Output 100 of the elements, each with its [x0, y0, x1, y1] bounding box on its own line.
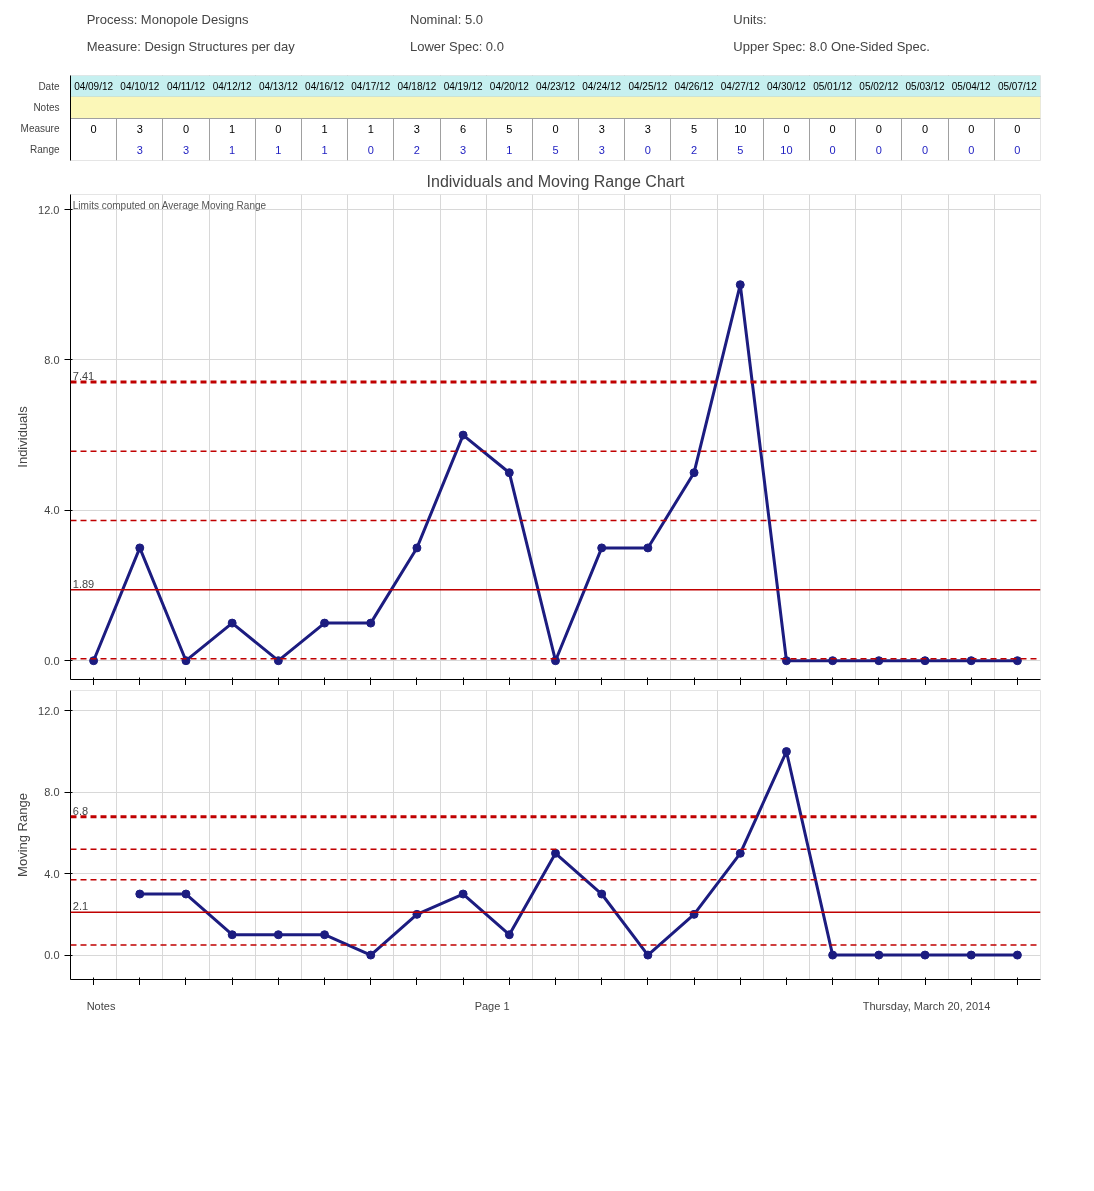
data-label: 0	[552, 122, 559, 135]
point	[135, 889, 145, 899]
y-tick-label: 12.0	[38, 203, 60, 216]
point	[920, 950, 930, 960]
category-label: 04/16/12	[305, 80, 345, 92]
data-label: 1	[229, 122, 236, 135]
data-label: 0	[783, 122, 790, 135]
text: Notes	[86, 999, 116, 1012]
y-tick-label: 12.0	[38, 704, 60, 717]
text: Nominal: 5.0	[410, 11, 483, 27]
point	[597, 889, 607, 899]
data-label: 5	[552, 143, 559, 156]
data-label: 1	[321, 143, 328, 156]
point	[458, 889, 468, 899]
text: Page 1	[474, 999, 510, 1012]
data-label: 3	[136, 143, 143, 156]
y-axis-title: Individuals	[15, 405, 31, 468]
data-label: 1	[367, 122, 374, 135]
text: Date	[38, 80, 60, 92]
annotation: Limits computed on Average Moving Range	[72, 199, 267, 211]
point	[412, 543, 422, 553]
data-label: 0	[829, 143, 836, 156]
point	[181, 889, 191, 899]
ref-line-label: 7.41	[72, 370, 95, 383]
text: Range	[30, 144, 60, 156]
category-label: 04/23/12	[536, 80, 575, 92]
data-label: 0	[921, 122, 929, 135]
data-label: 0	[921, 143, 929, 156]
data-label: 0	[875, 143, 882, 156]
data-label: 3	[136, 122, 143, 135]
category-label: 05/04/12	[951, 80, 991, 92]
category-label: 04/30/12	[766, 80, 806, 92]
point	[735, 848, 745, 858]
y-tick-label: 8.0	[44, 786, 60, 799]
text: Measure	[20, 123, 60, 135]
category-label: 04/10/12	[120, 80, 160, 92]
point	[643, 950, 653, 960]
data-label: 1	[506, 143, 513, 156]
category-label: 04/20/12	[489, 80, 529, 92]
point	[874, 950, 884, 960]
data-label: 3	[182, 143, 190, 156]
point	[366, 618, 376, 628]
y-tick-label: 4.0	[44, 504, 60, 517]
category-label: 04/13/12	[258, 80, 298, 92]
y-tick-label: 8.0	[44, 353, 60, 366]
text: Process: Monopole Designs	[86, 11, 250, 27]
data-label: 0	[968, 122, 975, 135]
data-label: 0	[829, 122, 836, 135]
category-label: 04/25/12	[628, 80, 668, 92]
point	[1012, 950, 1022, 960]
category-label: 04/24/12	[582, 80, 622, 92]
point	[689, 468, 699, 478]
data-label: 0	[275, 122, 282, 135]
category-label: 04/26/12	[674, 80, 714, 92]
category-label: 04/18/12	[397, 80, 437, 92]
category-label: 04/19/12	[443, 80, 483, 92]
data-label: 10	[734, 122, 747, 135]
data-label: 6	[460, 122, 467, 135]
text: Thursday, March 20, 2014	[862, 999, 991, 1012]
point	[504, 930, 514, 940]
data-label: 0	[182, 122, 190, 135]
category-label: 04/27/12	[720, 80, 760, 92]
text: Upper Spec: 8.0 One-Sided Spec.	[733, 38, 930, 54]
text: Notes	[33, 101, 60, 113]
data-label: 0	[644, 143, 651, 156]
data-label: 3	[598, 143, 605, 156]
point	[366, 950, 376, 960]
y-tick-label: 4.0	[44, 867, 60, 880]
text: Units:	[733, 11, 767, 27]
data-label: 2	[691, 143, 698, 156]
category-label: 04/11/12	[166, 80, 206, 92]
category-label: 05/01/12	[813, 80, 853, 92]
y-axis-title: Moving Range	[15, 793, 31, 877]
point	[828, 950, 838, 960]
point	[458, 430, 468, 440]
ref-line-label: 1.89	[72, 577, 95, 590]
data-label: 1	[321, 122, 328, 135]
point	[320, 618, 330, 628]
data-label: 1	[229, 143, 236, 156]
category-label: 04/09/12	[74, 80, 114, 92]
point	[597, 543, 607, 553]
data-label: 10	[780, 143, 793, 156]
y-tick-label: 0.0	[44, 654, 60, 667]
data-label: 3	[413, 122, 420, 135]
data-label: 0	[90, 122, 97, 135]
data-label: 1	[275, 143, 282, 156]
category-label: 04/12/12	[212, 80, 252, 92]
data-label: 0	[1014, 143, 1021, 156]
category-label: 05/03/12	[905, 80, 945, 92]
point	[320, 930, 330, 940]
point	[735, 280, 745, 290]
data-label: 3	[598, 122, 605, 135]
category-label: 04/17/12	[351, 80, 391, 92]
data-label: 5	[737, 143, 744, 156]
point	[135, 543, 145, 553]
data-label: 0	[1014, 122, 1021, 135]
data-label: 3	[460, 143, 467, 156]
point	[966, 950, 976, 960]
text: Measure: Design Structures per day	[86, 38, 296, 54]
data-label: 0	[968, 143, 975, 156]
